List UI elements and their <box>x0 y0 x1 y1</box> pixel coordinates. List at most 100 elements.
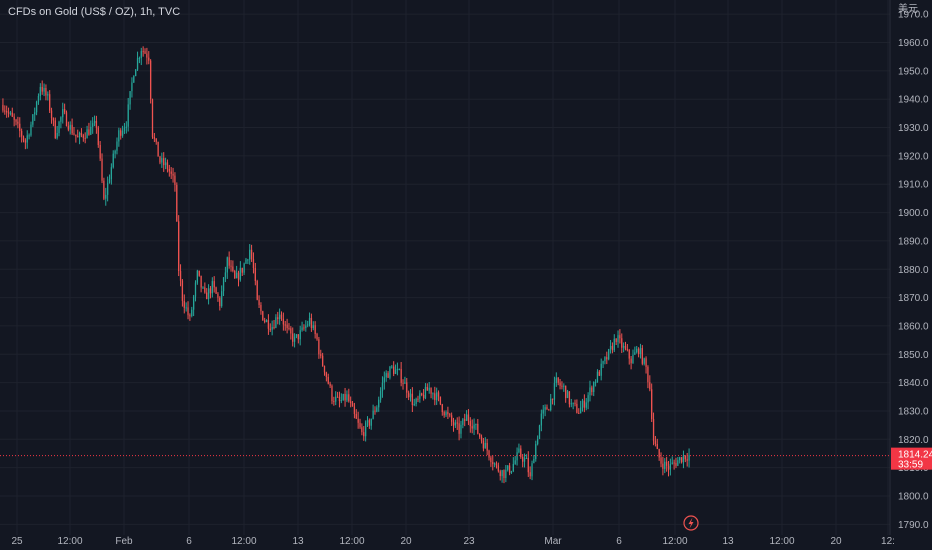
candle-body <box>671 462 673 464</box>
candle-body <box>473 424 475 429</box>
candle-body <box>286 324 288 328</box>
candle-body <box>565 385 567 399</box>
candle-body <box>34 112 36 115</box>
candle-body <box>462 419 464 425</box>
candle-body <box>465 414 468 421</box>
candle-body <box>41 86 43 92</box>
candle-body <box>546 407 548 410</box>
candle-body <box>183 300 185 308</box>
candle-body <box>609 345 612 350</box>
candle-body <box>482 440 485 449</box>
candle-body <box>643 358 645 364</box>
candle-body <box>651 389 653 419</box>
candle-body <box>499 471 501 477</box>
candle-body <box>636 348 638 353</box>
candle-body <box>469 421 471 427</box>
candle-body <box>535 444 537 459</box>
y-tick-label: 1950.0 <box>898 66 929 77</box>
lightning-icon[interactable] <box>683 515 699 531</box>
y-tick-label: 1870.0 <box>898 293 929 304</box>
candle-body <box>684 455 686 460</box>
candle-body <box>226 257 228 273</box>
candle-body <box>146 53 148 58</box>
x-tick-label: 6 <box>186 536 192 547</box>
candle-body <box>529 472 531 477</box>
candles <box>2 46 690 484</box>
candle-body <box>148 57 150 61</box>
candle-body <box>211 281 213 294</box>
candle-body <box>611 345 614 351</box>
x-tick-label: Feb <box>115 536 133 547</box>
candle-body <box>407 392 410 398</box>
candle-body <box>239 267 242 280</box>
candle-body <box>615 338 617 342</box>
candle-body <box>428 387 430 391</box>
current-price-value: 1814.24 <box>898 450 932 461</box>
candle-body <box>450 415 453 422</box>
candle-body <box>570 403 572 405</box>
candle-body <box>632 354 634 364</box>
candle-body <box>621 338 623 348</box>
candle-body <box>260 304 262 312</box>
candle-body <box>594 382 597 384</box>
candle-body <box>417 398 419 400</box>
candle-body <box>213 281 215 288</box>
candle-body <box>387 373 389 378</box>
candle-body <box>176 184 178 222</box>
y-tick-label: 1920.0 <box>898 151 929 162</box>
candle-body <box>522 456 524 462</box>
y-tick-label: 1850.0 <box>898 350 929 361</box>
candle-body <box>516 452 518 461</box>
candle-body <box>617 335 619 342</box>
candle-body <box>267 320 270 329</box>
candle-body <box>194 282 197 297</box>
y-tick-label: 1880.0 <box>898 265 929 276</box>
candle-body <box>67 126 70 130</box>
candle-body <box>391 366 393 368</box>
current-price-badge: 1814.24 33:59 <box>891 447 932 471</box>
x-tick-label: 20 <box>830 536 842 547</box>
candle-body <box>161 158 163 163</box>
candle-body <box>475 423 477 425</box>
candle-body <box>118 130 120 142</box>
candle-body <box>363 432 365 437</box>
candle-body <box>550 398 552 411</box>
candle-body <box>202 287 204 289</box>
candle-body <box>13 116 15 120</box>
y-tick-label: 1940.0 <box>898 95 929 106</box>
candle-body <box>336 396 339 398</box>
candle-body <box>204 287 206 293</box>
candle-body <box>652 418 655 441</box>
candle-body <box>497 465 500 472</box>
candle-body <box>477 423 479 434</box>
y-tick-label: 1930.0 <box>898 123 929 134</box>
y-tick-label: 1800.0 <box>898 491 929 502</box>
candle-body <box>293 336 296 342</box>
candle-body <box>192 296 195 310</box>
candle-body <box>262 311 264 321</box>
candle-body <box>138 58 141 60</box>
candle-body <box>544 407 546 410</box>
candle-body <box>325 372 328 377</box>
candle-body <box>333 401 335 403</box>
x-tick-label: 12:00 <box>662 536 687 547</box>
candle-body <box>340 400 342 402</box>
candle-body <box>49 94 51 111</box>
candle-body <box>507 465 509 470</box>
candle-body <box>15 119 17 122</box>
candle-body <box>323 365 326 373</box>
candle-body <box>677 460 679 466</box>
candle-body <box>71 124 73 134</box>
candle-body <box>364 422 367 437</box>
candle-body <box>647 366 649 383</box>
candle-body <box>400 368 402 383</box>
candle-body <box>587 395 589 403</box>
candle-body <box>350 401 352 404</box>
candle-body <box>20 130 23 137</box>
candle-body <box>467 414 470 422</box>
candle-body <box>245 259 247 264</box>
candle-body <box>312 325 314 329</box>
candle-body <box>682 455 685 463</box>
candle-body <box>357 418 359 423</box>
candle-body <box>641 348 643 364</box>
